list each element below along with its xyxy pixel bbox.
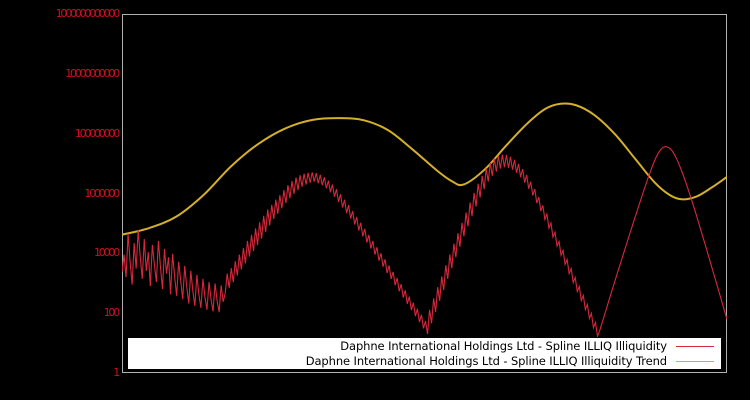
y-tick-label: 100 [103, 306, 121, 320]
chart-legend: Daphne International Holdings Ltd - Spli… [127, 337, 722, 370]
plot-frame [122, 14, 727, 373]
y-tick-label: 10000 [94, 246, 120, 260]
y-tick-label: 100000000 [74, 126, 120, 140]
legend-entry-illiquidity: Daphne International Holdings Ltd - Spli… [340, 339, 717, 354]
y-tick-label: 1000000000000 [55, 7, 121, 20]
series-illiquidity-line [122, 146, 727, 339]
y-tick-label: 1000000 [84, 186, 120, 200]
legend-label-illiquidity: Daphne International Holdings Ltd - Spli… [340, 339, 667, 353]
y-tick-label: 10000000000 [65, 66, 120, 80]
y-tick-label: 1 [113, 366, 120, 379]
legend-swatch-illiquidity [676, 346, 714, 347]
chart-series-area [122, 102, 727, 339]
legend-label-trend: Daphne International Holdings Ltd - Spli… [305, 354, 667, 368]
series-trend-line [122, 102, 727, 236]
legend-entry-trend: Daphne International Holdings Ltd - Spli… [306, 354, 717, 369]
legend-swatch-trend [676, 361, 714, 362]
